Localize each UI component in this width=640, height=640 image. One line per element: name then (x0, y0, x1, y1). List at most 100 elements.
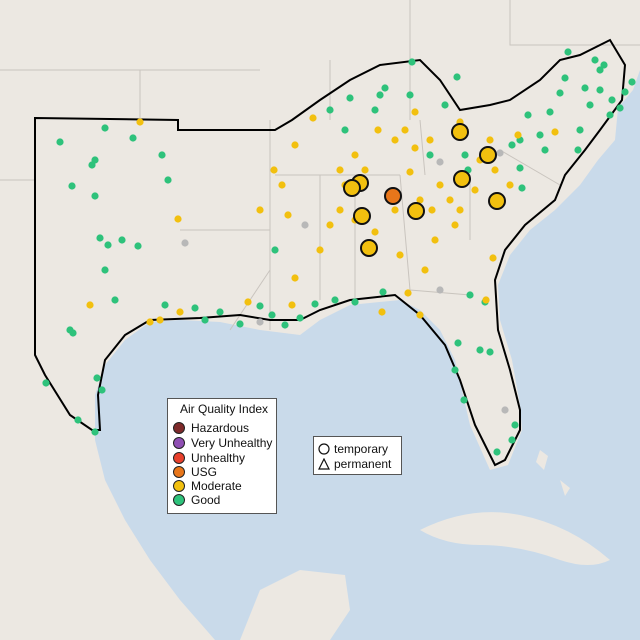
monitor-dot (376, 91, 384, 99)
monitor-dot (146, 318, 154, 326)
monitor-dot (56, 138, 64, 146)
monitor-dot (341, 126, 349, 134)
monitor-dot (486, 348, 494, 356)
monitor-dot (256, 302, 264, 310)
aqi-legend: Air Quality Index Hazardous Very Unhealt… (167, 398, 277, 514)
monitor-dot (301, 221, 309, 229)
usg-swatch-icon (173, 466, 185, 478)
monitor-dot (391, 206, 399, 214)
monitor-dot (118, 236, 126, 244)
temporary-monitor-marker (343, 179, 361, 197)
monitor-dot (606, 111, 614, 119)
monitor-dot (491, 166, 499, 174)
legend-item-unhealthy: Unhealthy (173, 451, 245, 465)
monitor-dot (270, 166, 278, 174)
monitor-dot (436, 181, 444, 189)
monitor-dot (346, 94, 354, 102)
monitor-dot (174, 215, 182, 223)
monitor-dot (278, 181, 286, 189)
monitor-dot (401, 126, 409, 134)
legend-label: permanent (334, 457, 392, 471)
monitor-dot (516, 164, 524, 172)
monitor-dot (91, 428, 99, 436)
monitor-dot (446, 196, 454, 204)
monitor-dot (336, 206, 344, 214)
hazardous-swatch-icon (173, 422, 185, 434)
monitor-dot (158, 151, 166, 159)
monitor-dot (371, 228, 379, 236)
monitor-dot (576, 126, 584, 134)
monitor-dot (296, 314, 304, 322)
monitor-dot (268, 311, 276, 319)
monitor-dot (476, 346, 484, 354)
monitor-dot (291, 274, 299, 282)
monitor-dot (379, 288, 387, 296)
monitor-dot (311, 300, 319, 308)
monitor-dot (508, 436, 516, 444)
monitor-dot (508, 141, 516, 149)
monitor-dot (284, 211, 292, 219)
legend-item-temporary: temporary (318, 442, 388, 456)
monitor-dot (546, 108, 554, 116)
monitor-dot (309, 114, 317, 122)
monitor-points (42, 48, 636, 456)
monitor-dot (596, 66, 604, 74)
temporary-monitor-marker (451, 123, 469, 141)
monitor-dot (506, 181, 514, 189)
monitor-dot (361, 166, 369, 174)
monitor-dot (451, 366, 459, 374)
legend-label: USG (191, 465, 218, 479)
monitor-dot (453, 73, 461, 81)
monitor-dot (134, 242, 142, 250)
monitor-dot (104, 241, 112, 249)
monitor-dot (482, 296, 490, 304)
monitor-dot (69, 329, 77, 337)
monitor-dot (416, 196, 424, 204)
legend-label: Very Unhealthy (191, 436, 273, 450)
monitor-dot (608, 96, 616, 104)
monitor-dot (88, 161, 96, 169)
monitor-dot (551, 128, 559, 136)
monitor-dot (441, 101, 449, 109)
temporary-monitor-marker (353, 207, 371, 225)
monitor-dot (536, 131, 544, 139)
monitor-dot (161, 301, 169, 309)
legend-item-usg: USG (173, 465, 217, 479)
unhealthy-swatch-icon (173, 452, 185, 464)
temporary-monitor-marker (384, 187, 402, 205)
monitor-dot (271, 246, 279, 254)
temporary-monitor-marker (479, 146, 497, 164)
monitor-dot (91, 192, 99, 200)
monitor-dot (411, 144, 419, 152)
legend-item-good: Good (173, 493, 220, 507)
triangle-icon (318, 458, 330, 470)
temporary-monitor-marker (488, 192, 506, 210)
monitor-dot (460, 396, 468, 404)
monitor-dot (431, 236, 439, 244)
monitor-dot (556, 89, 564, 97)
monitor-dot (156, 316, 164, 324)
monitor-dot (98, 386, 106, 394)
legend-item-moderate: Moderate (173, 479, 242, 493)
monitor-dot (486, 136, 494, 144)
monitor-dot (461, 151, 469, 159)
monitor-dot (596, 86, 604, 94)
monitor-dot (489, 254, 497, 262)
monitor-dot (628, 78, 636, 86)
monitor-dot (101, 266, 109, 274)
state-boundaries (0, 0, 640, 331)
legend-title: Air Quality Index (180, 402, 269, 416)
bahamas (536, 450, 570, 496)
moderate-swatch-icon (173, 480, 185, 492)
monitor-dot (316, 246, 324, 254)
monitor-dot (68, 182, 76, 190)
monitor-dot (191, 304, 199, 312)
legend-label: Moderate (191, 479, 242, 493)
monitor-dot (471, 186, 479, 194)
monitor-dot (331, 296, 339, 304)
monitor-dot (291, 141, 299, 149)
monitor-dot (574, 146, 582, 154)
monitor-dot (96, 234, 104, 242)
circle-icon (318, 443, 330, 455)
